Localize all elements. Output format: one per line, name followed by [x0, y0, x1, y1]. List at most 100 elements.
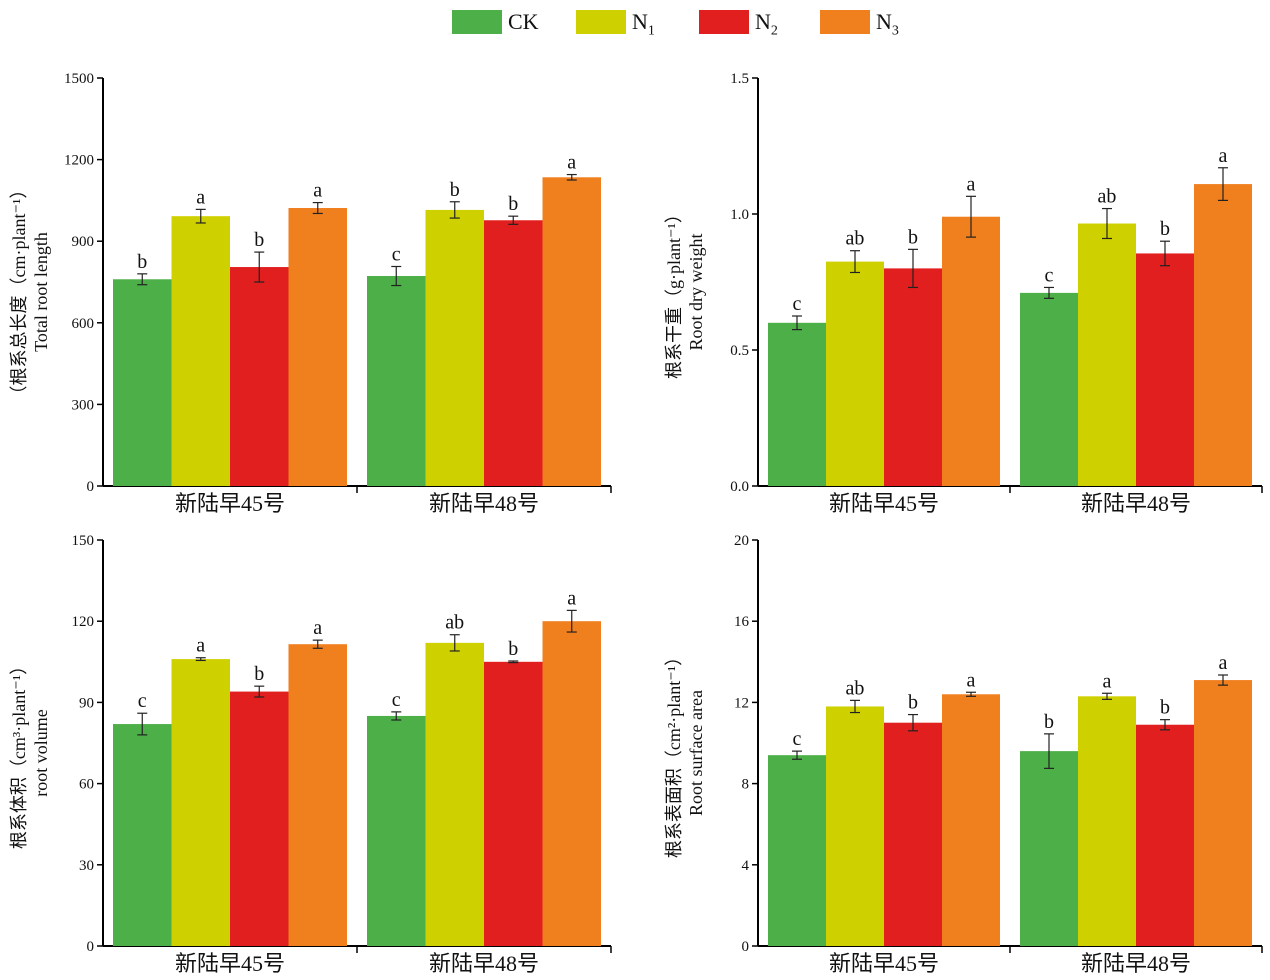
y-tick-label: 90	[79, 695, 94, 711]
y-axis-label-en: Root surface area	[686, 690, 706, 816]
legend-label-n1: N1	[632, 9, 655, 39]
y-tick-label: 0	[742, 939, 750, 955]
chart-3: 0306090120150caba新陆早45号cabba新陆早48号根系体积（c…	[9, 533, 612, 976]
bar-n1	[826, 706, 884, 946]
bar-n1	[171, 216, 230, 486]
significance-letter: ab	[1098, 186, 1117, 208]
y-tick-label: 120	[72, 614, 95, 630]
y-tick-label: 1500	[64, 71, 94, 87]
bar-n3	[1194, 184, 1252, 486]
y-tick-label: 0	[87, 479, 95, 495]
bar-ck	[367, 276, 426, 486]
significance-letter: ab	[445, 612, 464, 634]
bar-n2	[884, 268, 942, 486]
bar-n2	[1136, 253, 1194, 486]
legend-swatch-n2	[699, 10, 749, 34]
x-category-label: 新陆早45号	[175, 951, 285, 976]
significance-letter: b	[450, 179, 460, 201]
x-category-label: 新陆早45号	[175, 491, 285, 516]
significance-letter: b	[254, 229, 264, 251]
y-tick-label: 0.0	[730, 479, 749, 495]
bar-n1	[425, 642, 484, 946]
bar-n2	[884, 722, 942, 946]
significance-letter: a	[567, 587, 576, 609]
x-category-label: 新陆早45号	[829, 491, 939, 516]
y-tick-label: 30	[79, 858, 94, 874]
significance-letter: b	[508, 193, 518, 215]
legend-swatch-n3	[820, 10, 870, 34]
x-category-label: 新陆早48号	[429, 491, 539, 516]
chart-4: 048121620cabba新陆早45号baba新陆早48号根系表面积（cm²·…	[664, 533, 1263, 976]
x-category-label: 新陆早45号	[829, 951, 939, 976]
y-tick-label: 60	[79, 777, 94, 793]
y-axis-label-cn: 根系干重（g·plant⁻¹）	[664, 205, 684, 379]
bar-n2	[1136, 724, 1194, 946]
y-tick-label: 600	[72, 316, 95, 332]
significance-letter: ab	[846, 228, 865, 250]
significance-letter: a	[196, 635, 205, 657]
bar-n3	[1194, 680, 1252, 946]
bar-n1	[826, 261, 884, 486]
bar-ck	[1020, 751, 1078, 946]
significance-letter: a	[967, 669, 976, 691]
y-tick-label: 1.5	[730, 71, 749, 87]
bar-n3	[288, 208, 347, 487]
x-category-label: 新陆早48号	[1081, 491, 1191, 516]
significance-letter: a	[567, 152, 576, 174]
bar-n3	[542, 177, 601, 486]
significance-letter: b	[908, 226, 918, 248]
y-axis-label-cn: 根系体积（cm³·plant⁻¹）	[9, 657, 29, 849]
y-tick-label: 0	[87, 939, 95, 955]
significance-letter: a	[1103, 670, 1112, 692]
bar-n2	[230, 691, 289, 946]
legend-label-ck: CK	[508, 9, 539, 34]
bar-ck	[113, 279, 172, 486]
legend-label-n2: N2	[755, 9, 778, 39]
bar-ck	[113, 724, 172, 946]
significance-letter: a	[196, 186, 205, 208]
significance-letter: b	[1044, 711, 1054, 733]
bar-n3	[942, 694, 1000, 946]
significance-letter: c	[392, 689, 401, 711]
significance-letter: b	[1160, 218, 1170, 240]
significance-letter: a	[967, 173, 976, 195]
y-tick-label: 300	[72, 397, 95, 413]
y-tick-label: 900	[72, 234, 95, 250]
significance-letter: b	[1160, 697, 1170, 719]
significance-letter: c	[138, 690, 147, 712]
significance-letter: c	[392, 243, 401, 265]
significance-letter: b	[137, 251, 147, 273]
bar-n1	[1078, 696, 1136, 946]
bar-n3	[542, 621, 601, 946]
bar-n2	[484, 220, 543, 487]
significance-letter: b	[908, 692, 918, 714]
bar-n3	[288, 644, 347, 946]
significance-letter: c	[793, 728, 802, 750]
significance-letter: c	[793, 293, 802, 315]
y-tick-label: 8	[742, 777, 750, 793]
x-category-label: 新陆早48号	[1081, 951, 1191, 976]
x-category-label: 新陆早48号	[429, 951, 539, 976]
chart-2: 0.0 0.5 1.0 1.5 c ab b a 新陆早45号 c ab b a 新陆早48号 根系干重（g…	[664, 71, 1263, 516]
bar-ck	[367, 715, 426, 946]
significance-letter: a	[1219, 145, 1228, 167]
significance-letter: b	[508, 638, 518, 660]
significance-letter: ab	[846, 677, 865, 699]
legend: CK N1 N2 N3	[0, 0, 1270, 46]
y-tick-label: 0.5	[730, 343, 749, 359]
y-axis-label-en: Root dry weight	[686, 234, 706, 351]
significance-letter: a	[313, 180, 322, 202]
y-axis-label-en: root volume	[31, 709, 51, 797]
y-tick-label: 1.0	[730, 207, 749, 223]
bar-ck	[1020, 292, 1078, 486]
legend-label-n3: N3	[876, 9, 899, 39]
legend-swatch-ck	[452, 10, 502, 34]
bar-ck	[768, 755, 826, 946]
y-axis-label-cn: 根系表面积（cm²·plant⁻¹）	[664, 648, 684, 858]
y-tick-label: 4	[742, 858, 750, 874]
chart-1: 0 300 600 900 1200 1500 b a b a 新陆早45号 c b b a 新陆早48号 （根…	[9, 71, 612, 516]
bar-n2	[230, 267, 289, 486]
significance-letter: b	[254, 663, 264, 685]
bar-n2	[484, 661, 543, 946]
